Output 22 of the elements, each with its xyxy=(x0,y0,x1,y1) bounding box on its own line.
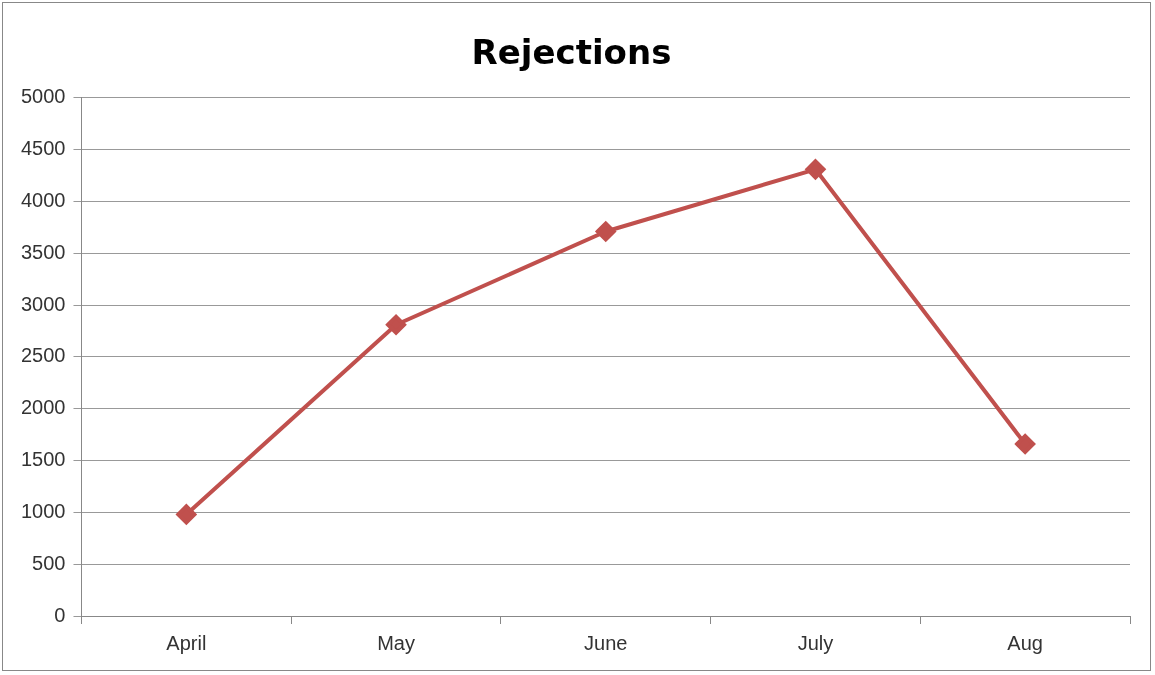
chart-title: Rejections xyxy=(471,32,672,73)
y-tick-label: 500 xyxy=(32,551,66,574)
x-tick-label: July xyxy=(797,631,834,654)
y-tick-label: 2500 xyxy=(20,344,66,367)
x-tick-label: Aug xyxy=(1007,631,1043,654)
point xyxy=(176,504,197,525)
y-tick-label: 3500 xyxy=(20,240,66,263)
y-tick-label: 1000 xyxy=(20,499,66,522)
point xyxy=(595,221,616,242)
y-tick-label: 5000 xyxy=(20,85,66,108)
y-tick-label: 0 xyxy=(54,603,66,626)
point xyxy=(805,159,826,180)
point xyxy=(1015,433,1036,454)
x-tick-label: April xyxy=(166,631,207,654)
y-tick-label: 4000 xyxy=(20,188,66,211)
y-tick-label: 2000 xyxy=(20,396,66,419)
point xyxy=(386,314,407,335)
y-tick-label: 3000 xyxy=(20,292,66,315)
x-tick-label: May xyxy=(377,631,415,654)
y-tick-label: 4500 xyxy=(20,137,66,160)
x-tick-label: June xyxy=(584,631,628,654)
y-tick-label: 1500 xyxy=(20,448,66,471)
